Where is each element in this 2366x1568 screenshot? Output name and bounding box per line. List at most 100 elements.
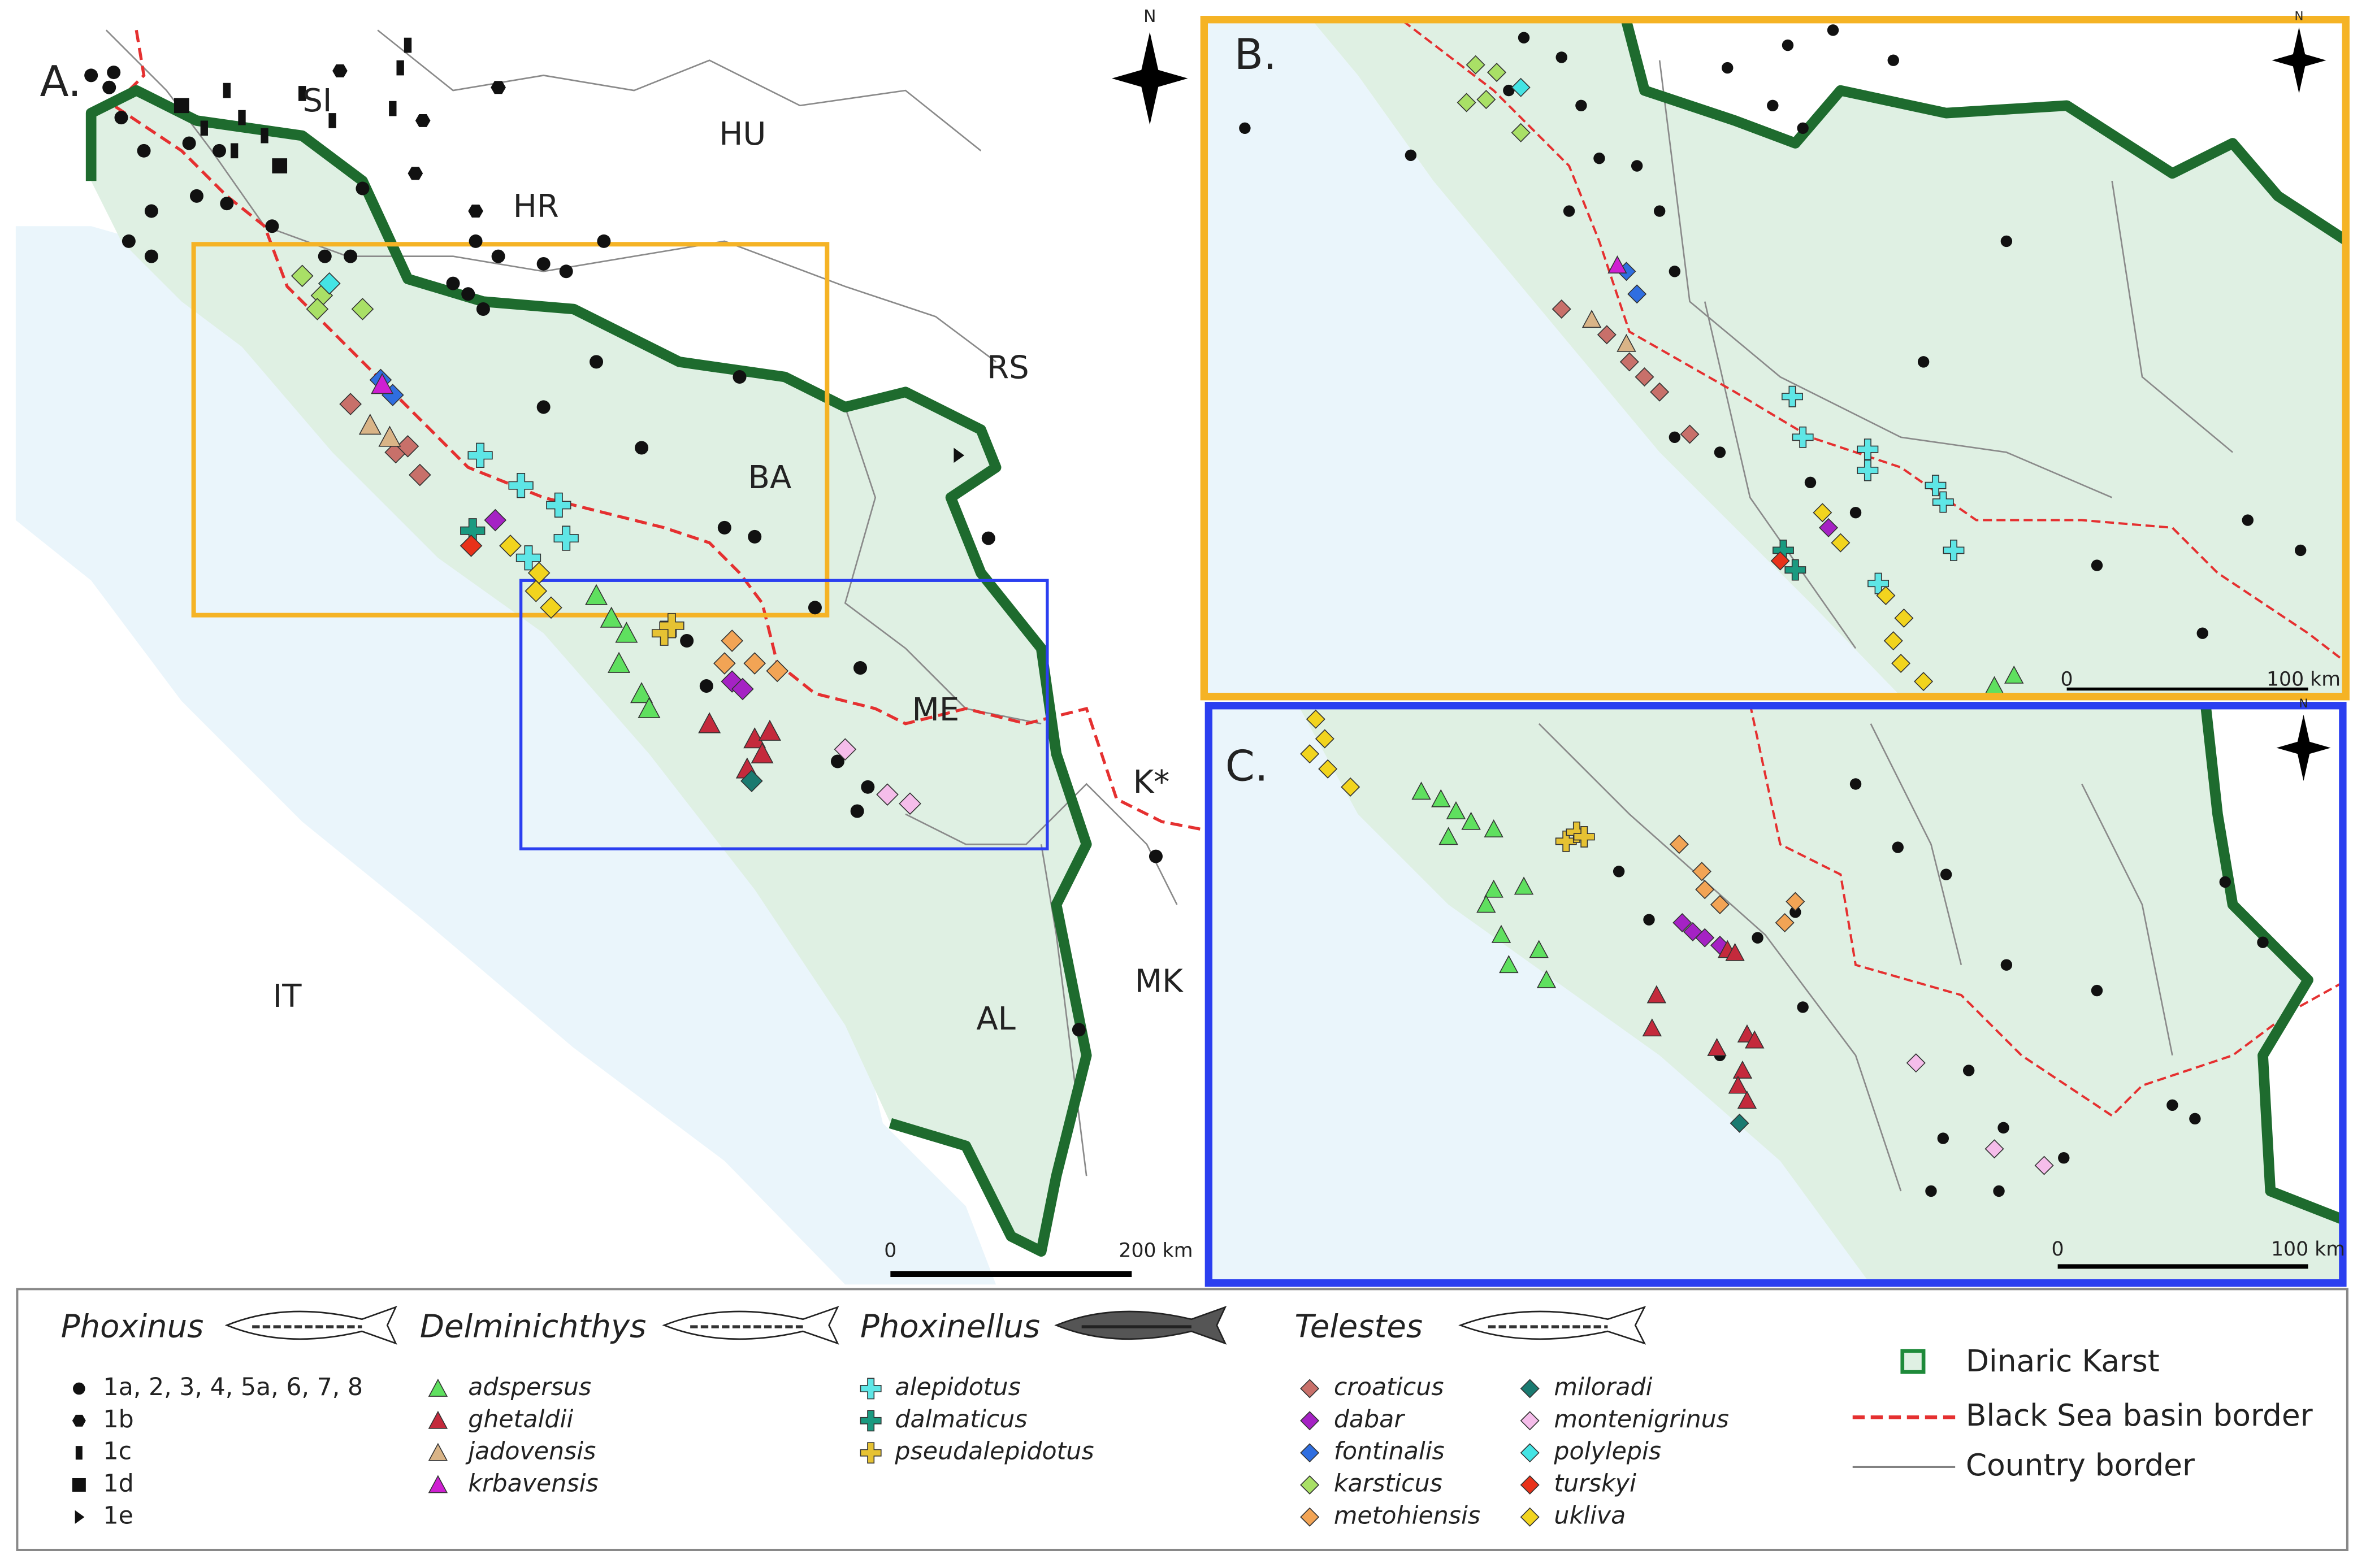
country-label: SI <box>302 82 332 119</box>
site-marker <box>1876 585 1896 605</box>
site-marker <box>1737 1091 1757 1109</box>
site-marker <box>525 580 548 602</box>
site-marker <box>597 234 611 248</box>
site-marker <box>468 205 483 218</box>
site-marker <box>1300 1507 1320 1527</box>
site-marker <box>1487 63 1507 82</box>
site-marker <box>339 393 362 415</box>
site-marker <box>1619 352 1639 372</box>
country-label: HU <box>719 116 766 153</box>
site-marker <box>1563 205 1575 217</box>
panel-c-map <box>1210 707 2345 1282</box>
site-marker <box>114 111 128 125</box>
site-marker <box>1520 1507 1540 1527</box>
legend-item: montenigrinus <box>1554 1405 1729 1434</box>
site-marker <box>1613 866 1625 878</box>
site-marker <box>306 298 329 320</box>
legend-item: karsticus <box>1334 1469 1442 1497</box>
site-marker <box>230 143 239 159</box>
site-marker <box>1786 892 1805 911</box>
legend-item: croaticus <box>1334 1373 1444 1401</box>
site-marker <box>1714 446 1726 458</box>
site-marker <box>428 1475 448 1493</box>
site-marker <box>1789 906 1801 918</box>
site-marker <box>717 520 731 535</box>
adriatic-sea <box>15 226 996 1285</box>
site-marker <box>102 80 116 94</box>
site-marker <box>223 82 231 98</box>
site-marker <box>699 679 713 693</box>
site-marker <box>1650 382 1670 402</box>
panel-a-map <box>15 15 1202 1285</box>
site-marker <box>484 509 507 532</box>
site-marker <box>1732 1060 1753 1079</box>
site-marker <box>1575 99 1587 111</box>
site-marker <box>212 144 226 158</box>
site-marker <box>122 234 136 248</box>
markers <box>1300 709 2269 1197</box>
site-marker <box>1669 835 1689 854</box>
site-marker <box>1300 1475 1320 1495</box>
site-marker <box>1849 507 1862 519</box>
site-marker <box>1831 533 1851 553</box>
site-marker <box>265 219 279 233</box>
country-label: IT <box>273 978 302 1015</box>
site-marker <box>356 181 370 196</box>
site-marker <box>527 562 551 584</box>
site-marker <box>1819 518 1839 537</box>
site-marker <box>1672 913 1692 932</box>
site-marker <box>378 425 401 447</box>
legend: Phoxinus 1a, 2, 3, 4, 5a, 6, 7, 8 1b 1c 1d 1e… <box>61 1306 2313 1530</box>
north-arrow <box>1112 32 1188 125</box>
site-marker <box>1725 942 1745 961</box>
site-marker <box>751 742 774 763</box>
site-marker <box>238 110 246 125</box>
site-marker <box>2166 1099 2178 1111</box>
site-marker <box>446 276 460 290</box>
site-marker <box>467 442 493 468</box>
site-marker <box>1566 821 1588 843</box>
site-marker <box>698 712 721 733</box>
inset-c-frame <box>519 579 1049 850</box>
site-marker <box>261 128 268 144</box>
legend-item: fontinalis <box>1334 1437 1445 1466</box>
scale-start: 0 <box>2052 1238 2064 1261</box>
site-marker <box>1555 830 1577 852</box>
country-label: RS <box>987 349 1029 386</box>
site-marker <box>1617 333 1636 352</box>
land <box>2205 707 2345 1220</box>
site-marker <box>1797 1001 1809 1013</box>
site-marker <box>1925 475 1947 497</box>
site-marker <box>1529 940 1549 958</box>
site-marker <box>460 535 483 557</box>
site-marker <box>1405 149 1417 162</box>
site-marker <box>189 189 203 203</box>
legend-genus: Telestes <box>1294 1308 1423 1345</box>
markers <box>84 37 1163 1037</box>
site-marker <box>491 81 506 94</box>
site-marker <box>415 114 431 127</box>
site-marker <box>1804 476 1817 489</box>
legend-item: jadovensis <box>465 1437 596 1466</box>
country-label: K* <box>1133 764 1170 801</box>
site-marker <box>409 463 431 487</box>
site-marker <box>630 682 653 703</box>
site-marker <box>1695 928 1715 948</box>
legend-key: Country border <box>1966 1447 2195 1483</box>
site-marker <box>713 652 736 675</box>
dinaric-karst <box>1312 21 2345 696</box>
site-marker <box>1520 1443 1540 1463</box>
site-marker <box>1552 299 1571 319</box>
sea <box>1206 21 1900 696</box>
site-marker <box>75 1510 85 1524</box>
site-marker <box>272 158 288 173</box>
site-marker <box>608 651 631 673</box>
site-marker <box>680 634 694 648</box>
legend-genus: Delminichthys <box>420 1308 646 1345</box>
site-marker <box>2058 1152 2070 1164</box>
site-marker <box>860 1378 882 1400</box>
site-marker <box>1631 160 1643 172</box>
site-marker <box>396 435 419 458</box>
legend-item: krbavensis <box>468 1469 598 1497</box>
country-label: HR <box>513 188 559 225</box>
